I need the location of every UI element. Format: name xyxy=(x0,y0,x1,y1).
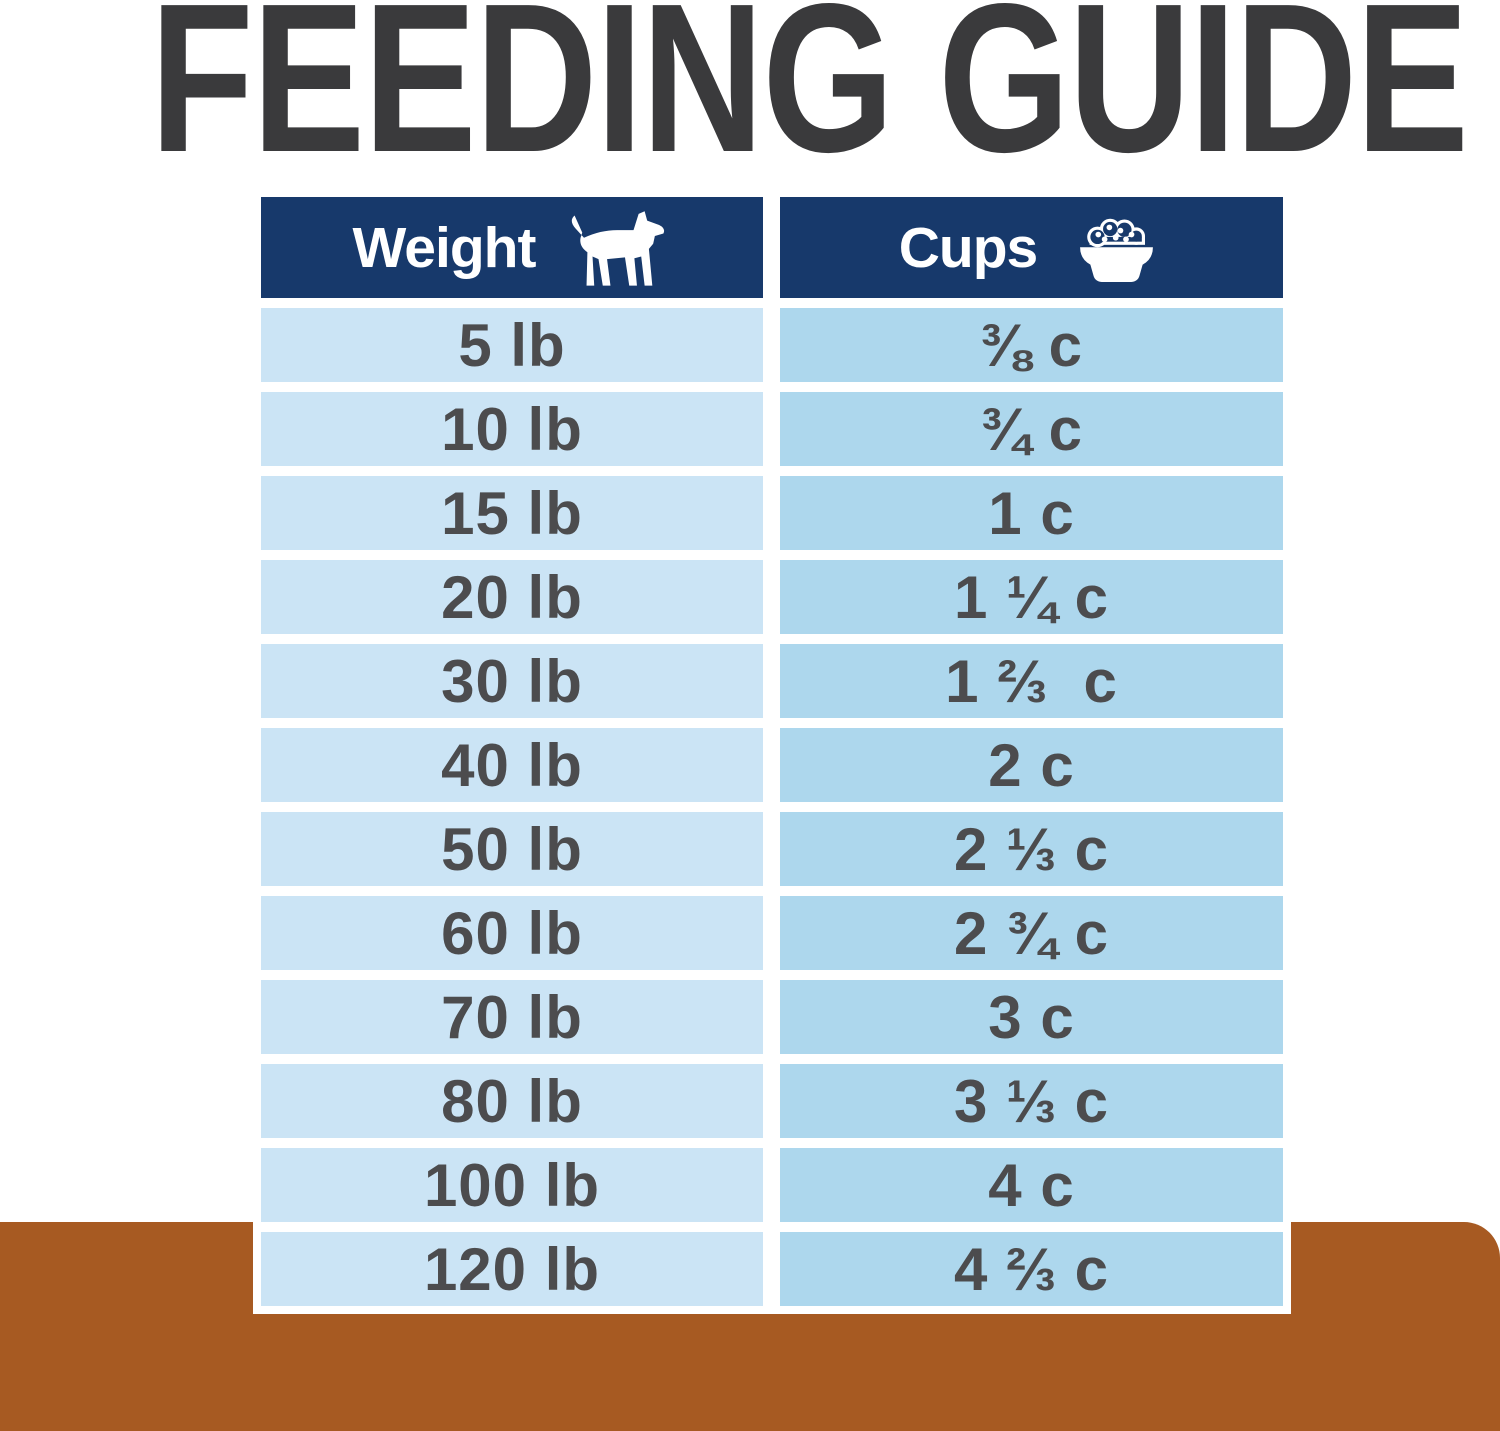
cups-column-label: Cups xyxy=(898,215,1038,280)
cups-cell: 1 c xyxy=(780,476,1283,550)
dog-bowl-icon xyxy=(1080,218,1154,282)
kibble-dots xyxy=(1095,224,1135,242)
dog-icon xyxy=(572,210,665,286)
cups-cell: 1 ⅔ c xyxy=(780,644,1283,718)
weight-cell: 20 lb xyxy=(261,560,763,634)
weight-cell: 50 lb xyxy=(261,812,763,886)
cups-cell: 2 ¾ c xyxy=(780,896,1283,970)
feeding-table: Weight Cups xyxy=(253,189,1291,1314)
weight-cell: 30 lb xyxy=(261,644,763,718)
weight-cell: 40 lb xyxy=(261,728,763,802)
page-title: FEEDING GUIDE xyxy=(150,0,1469,196)
weight-cell: 120 lb xyxy=(261,1232,763,1306)
cups-cell: 3 c xyxy=(780,980,1283,1054)
cups-cell: 2 c xyxy=(780,728,1283,802)
cups-cell: 4 ⅔ c xyxy=(780,1232,1283,1306)
weight-cell: 5 lb xyxy=(261,308,763,382)
weight-cell: 70 lb xyxy=(261,980,763,1054)
cups-cell: ¾ c xyxy=(780,392,1283,466)
weight-cell: 15 lb xyxy=(261,476,763,550)
feeding-table-grid: Weight Cups xyxy=(261,197,1283,1306)
weight-cell: 10 lb xyxy=(261,392,763,466)
cups-cell: ⅜ c xyxy=(780,308,1283,382)
weight-column-label: Weight xyxy=(352,215,537,280)
cups-cell: 1 ¼ c xyxy=(780,560,1283,634)
header-weight-cell: Weight xyxy=(261,197,763,298)
header-cups-cell: Cups xyxy=(780,197,1283,298)
cups-cell: 4 c xyxy=(780,1148,1283,1222)
cups-cell: 3 ⅓ c xyxy=(780,1064,1283,1138)
weight-cell: 80 lb xyxy=(261,1064,763,1138)
weight-cell: 100 lb xyxy=(261,1148,763,1222)
cups-cell: 2 ⅓ c xyxy=(780,812,1283,886)
bowl-body xyxy=(1080,246,1154,282)
weight-cell: 60 lb xyxy=(261,896,763,970)
